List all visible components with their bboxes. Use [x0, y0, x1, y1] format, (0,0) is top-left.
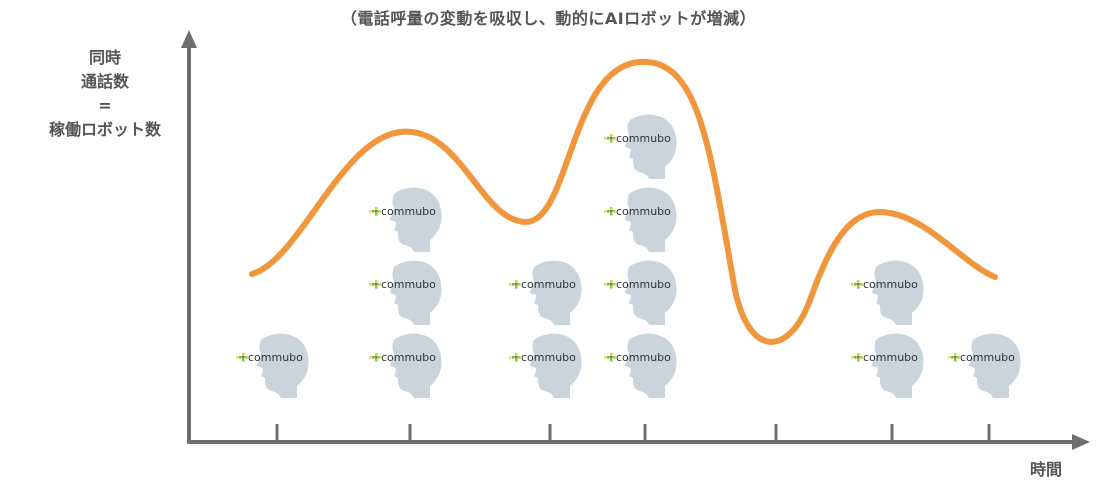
robot-head-icon: commubo [604, 114, 677, 180]
x-axis-label: 時間 [1030, 460, 1063, 479]
robot-brand-label: commubo [863, 278, 918, 291]
y-axis-label-line1: 同時 [88, 48, 121, 67]
robot-stack-area: commubo commubo commubo commubo commubo commu… [236, 114, 1021, 398]
robot-brand-label: commubo [521, 278, 576, 291]
y-axis-label-line3: = [98, 96, 112, 115]
x-axis-ticks [275, 424, 991, 442]
x-axis-arrow-icon [1072, 434, 1090, 450]
robot-brand-label: commubo [863, 351, 918, 364]
robot-head-icon: commubo [948, 333, 1021, 398]
commubo-logo-mark-icon [509, 353, 521, 362]
robot-head-icon: commubo [604, 333, 677, 398]
commubo-logo-mark-icon [369, 207, 381, 216]
robot-head-icon: commubo [236, 333, 309, 398]
robot-head-icon: commubo [369, 333, 442, 398]
robot-head-icon: commubo [604, 187, 677, 253]
call-volume-curve [249, 58, 998, 345]
commubo-logo-mark-icon [369, 353, 381, 362]
commubo-logo-mark-icon [509, 280, 521, 289]
robot-brand-label: commubo [248, 351, 303, 364]
commubo-logo-mark-icon [604, 134, 616, 143]
y-axis-arrow-icon [181, 30, 197, 48]
y-axis-label-line2: 通話数 [80, 72, 129, 91]
commubo-logo-mark-icon [851, 280, 863, 289]
robot-head-icon: commubo [509, 260, 582, 325]
robot-head-icon: commubo [604, 260, 677, 325]
robot-head-icon: commubo [369, 260, 442, 325]
robot-head-icon: commubo [369, 187, 442, 253]
commubo-logo-mark-icon [948, 353, 960, 362]
robot-brand-label: commubo [616, 132, 671, 145]
robot-brand-label: commubo [381, 205, 436, 218]
y-axis-label-line4: 稼働ロボット数 [48, 120, 161, 139]
robot-head-icon: commubo [851, 260, 924, 325]
robot-brand-label: commubo [381, 351, 436, 364]
robot-head-icon: commubo [851, 333, 924, 398]
robot-brand-label: commubo [616, 278, 671, 291]
robot-brand-label: commubo [616, 205, 671, 218]
robot-brand-label: commubo [381, 278, 436, 291]
robot-brand-label: commubo [616, 351, 671, 364]
robot-brand-label: commubo [521, 351, 576, 364]
robot-head-icon: commubo [509, 333, 582, 398]
caption: （電話呼量の変動を吸収し、動的にAIロボットが増減） [340, 9, 757, 28]
robot-brand-label: commubo [960, 351, 1015, 364]
commubo-logo-mark-icon [604, 207, 616, 216]
commubo-logo-mark-icon [236, 353, 248, 362]
commubo-logo-mark-icon [604, 353, 616, 362]
commubo-logo-mark-icon [369, 280, 381, 289]
axes [181, 30, 1090, 450]
commubo-logo-mark-icon [851, 353, 863, 362]
y-axis-label: 同時 通話数 = 稼働ロボット数 [20, 46, 190, 142]
commubo-logo-mark-icon [604, 280, 616, 289]
